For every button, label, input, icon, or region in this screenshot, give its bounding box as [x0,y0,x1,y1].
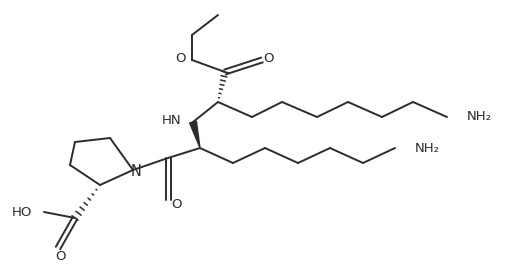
Text: O: O [264,53,274,65]
Text: O: O [176,53,186,65]
Text: O: O [171,199,181,211]
Text: NH₂: NH₂ [467,111,492,123]
Text: N: N [131,164,141,180]
Text: HO: HO [12,205,32,219]
Text: O: O [55,251,65,263]
Polygon shape [189,121,200,148]
Text: NH₂: NH₂ [415,142,440,155]
Text: HN: HN [162,114,181,126]
